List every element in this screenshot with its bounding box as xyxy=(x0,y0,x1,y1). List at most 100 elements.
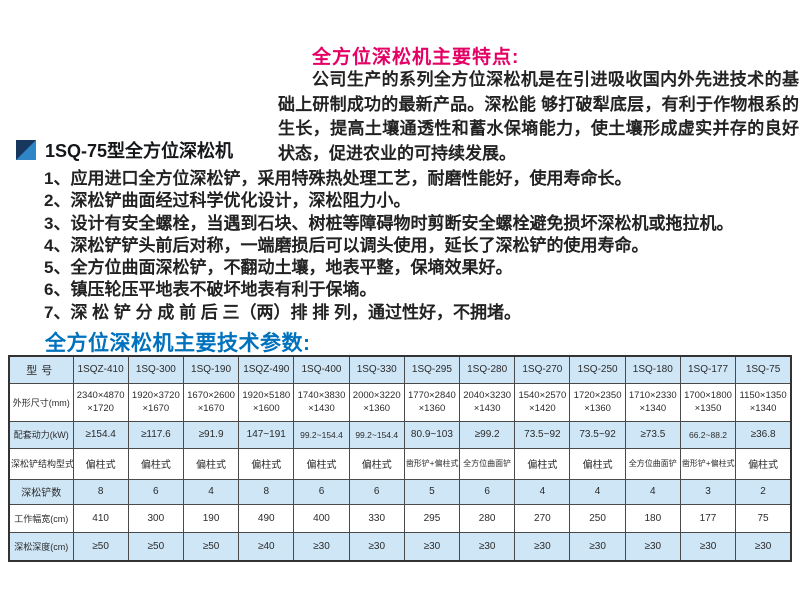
table-cell: 99.2~154.4 xyxy=(293,420,350,449)
table-cell: 180 xyxy=(624,503,681,533)
column-header: 1SQ-330 xyxy=(348,355,405,384)
column-header: 1SQ-300 xyxy=(127,355,184,384)
column-header: 1SQ-295 xyxy=(403,355,461,384)
table-cell: 80.9~103 xyxy=(403,420,461,449)
column-header: 1SQ-177 xyxy=(679,355,737,384)
column-header-model: 型号 xyxy=(8,355,74,384)
table-cell: 73.5~92 xyxy=(569,420,626,449)
row-label: 外形尺寸(mm) xyxy=(8,382,74,422)
table-cell: ≥30 xyxy=(624,531,681,562)
table-cell: 99.2~154.4 xyxy=(348,420,405,449)
table-cell: ≥30 xyxy=(293,531,350,562)
table-row: 外形尺寸(mm) 2340×4870×1720 1920×3720×1670 1670… xyxy=(8,382,792,422)
table-cell: 6 xyxy=(459,478,516,505)
table-cell: 410 xyxy=(72,503,129,533)
table-cell: 75 xyxy=(735,503,792,533)
table-cell: 1920×3720×1670 xyxy=(127,382,184,422)
feature-item: 7、深 松 铲 分 成 前 后 三（两）排 排 列，通过性好，不拥堵。 xyxy=(44,302,521,322)
table-cell: 4 xyxy=(514,478,571,505)
table-cell: 4 xyxy=(182,478,240,505)
feature-item: 5、全方位曲面深松铲，不翻动土壤，地表平整，保墒效果好。 xyxy=(44,258,513,278)
table-cell: 5 xyxy=(403,478,461,505)
table-cell: ≥40 xyxy=(238,531,295,562)
table-row: 深松铲结构型式 偏柱式 偏柱式 偏柱式 偏柱式 偏柱式 偏柱式 凿形铲+偏柱式 全方位曲面铲 偏柱… xyxy=(8,447,792,480)
table-cell: ≥50 xyxy=(127,531,184,562)
table-cell: 66.2~88.2 xyxy=(679,420,737,449)
table-cell: ≥50 xyxy=(182,531,240,562)
feature-item: 4、深松铲铲头前后对称，一端磨损后可以调头使用，延长了深松铲的使用寿命。 xyxy=(44,235,649,255)
table-cell: 8 xyxy=(72,478,129,505)
table-cell: 1540×2570×1420 xyxy=(514,382,571,422)
table-cell: 2040×3230×1430 xyxy=(459,382,516,422)
table-cell: 1150×1350×1340 xyxy=(735,382,792,422)
row-label: 深松铲数 xyxy=(8,478,74,505)
column-header: 1SQ-400 xyxy=(293,355,350,384)
table-cell: 1920×5180×1600 xyxy=(238,382,295,422)
table-cell: 3 xyxy=(679,478,737,505)
k-logo-icon xyxy=(16,140,36,160)
table-cell: 偏柱式 xyxy=(514,447,571,480)
table-cell: 偏柱式 xyxy=(293,447,350,480)
table-cell: 偏柱式 xyxy=(127,447,184,480)
table-cell: 8 xyxy=(238,478,295,505)
table-cell: 凿形铲+偏柱式 xyxy=(679,447,737,480)
table-cell: ≥36.8 xyxy=(735,420,792,449)
table-cell: 2000×3220×1360 xyxy=(348,382,405,422)
table-cell: 400 xyxy=(293,503,350,533)
table-cell: 6 xyxy=(293,478,350,505)
row-label: 工作幅宽(cm) xyxy=(8,503,74,533)
row-label: 深松深度(cm) xyxy=(8,531,74,562)
column-header: 1SQZ-410 xyxy=(72,355,129,384)
row-label: 深松铲结构型式 xyxy=(8,447,74,480)
feature-item: 6、镇压轮压平地表不破坏地表有利于保墒。 xyxy=(44,280,377,300)
table-cell: ≥154.4 xyxy=(72,420,129,449)
table-cell: 偏柱式 xyxy=(569,447,626,480)
table-cell: 偏柱式 xyxy=(182,447,240,480)
table-cell: 全方位曲面铲 xyxy=(459,447,516,480)
table-row: 工作幅宽(cm) 410 300 190 490 400 330 295 280 270 250 18… xyxy=(8,503,792,533)
table-cell: 2 xyxy=(735,478,792,505)
table-cell: 1740×3830×1430 xyxy=(293,382,350,422)
table-cell: 270 xyxy=(514,503,571,533)
table-row: 深松深度(cm) ≥50 ≥50 ≥50 ≥40 ≥30 ≥30 ≥30 ≥30 ≥30 ≥30 ≥3… xyxy=(8,531,792,562)
table-cell: 300 xyxy=(127,503,184,533)
table-cell: 295 xyxy=(403,503,461,533)
feature-item: 2、深松铲曲面经过科学优化设计，深松阻力小。 xyxy=(44,191,411,211)
product-heading: 1SQ-75型全方位深松机 xyxy=(45,141,234,161)
product-heading-row: 1SQ-75型全方位深松机 xyxy=(16,137,233,163)
table-cell: ≥30 xyxy=(514,531,571,562)
table-cell: ≥30 xyxy=(569,531,626,562)
column-header: 1SQZ-490 xyxy=(238,355,295,384)
features-list: 1、应用进口全方位深松铲，采用特殊热处理工艺，耐磨性能好，使用寿命长。 2、深松铲… xyxy=(44,168,796,324)
table-cell: ≥30 xyxy=(459,531,516,562)
table-cell: 2340×4870×1720 xyxy=(72,382,129,422)
table-cell: 偏柱式 xyxy=(348,447,405,480)
table-header-row: 型号 1SQZ-410 1SQ-300 1SQ-190 1SQZ-490 1SQ-400 1… xyxy=(8,355,792,384)
table-cell: ≥91.9 xyxy=(182,420,240,449)
table-cell: 1770×2840×1360 xyxy=(403,382,461,422)
column-header: 1SQ-190 xyxy=(182,355,240,384)
table-row: 深松铲数 8 6 4 8 6 6 5 6 4 4 4 3 2 xyxy=(8,478,792,505)
table-cell: ≥50 xyxy=(72,531,129,562)
table-cell: ≥99.2 xyxy=(459,420,516,449)
table-cell: 偏柱式 xyxy=(238,447,295,480)
table-cell: 凿形铲+偏柱式 xyxy=(403,447,461,480)
table-cell: 280 xyxy=(459,503,516,533)
table-cell: ≥117.6 xyxy=(127,420,184,449)
params-table: 型号 1SQZ-410 1SQ-300 1SQ-190 1SQZ-490 1SQ-400 1… xyxy=(8,355,792,562)
params-caption: 全方位深松机主要技术参数: xyxy=(45,332,311,355)
intro-paragraph: 公司生产的系列全方位深松机是在引进吸收国内外先进技术的基础上研制成功的最新产品。… xyxy=(278,70,799,163)
table-cell: 4 xyxy=(624,478,681,505)
column-header: 1SQ-250 xyxy=(569,355,626,384)
table-cell: 1710×2330×1340 xyxy=(624,382,681,422)
feature-item: 1、应用进口全方位深松铲，采用特殊热处理工艺，耐磨性能好，使用寿命长。 xyxy=(44,169,632,188)
table-cell: 偏柱式 xyxy=(735,447,792,480)
column-header: 1SQ-180 xyxy=(624,355,681,384)
features-title: 全方位深松机主要特点: xyxy=(312,47,520,68)
table-cell: ≥30 xyxy=(403,531,461,562)
table-cell: 偏柱式 xyxy=(72,447,129,480)
table-cell: ≥73.5 xyxy=(624,420,681,449)
table-cell: 全方位曲面铲 xyxy=(624,447,681,480)
table-cell: 250 xyxy=(569,503,626,533)
